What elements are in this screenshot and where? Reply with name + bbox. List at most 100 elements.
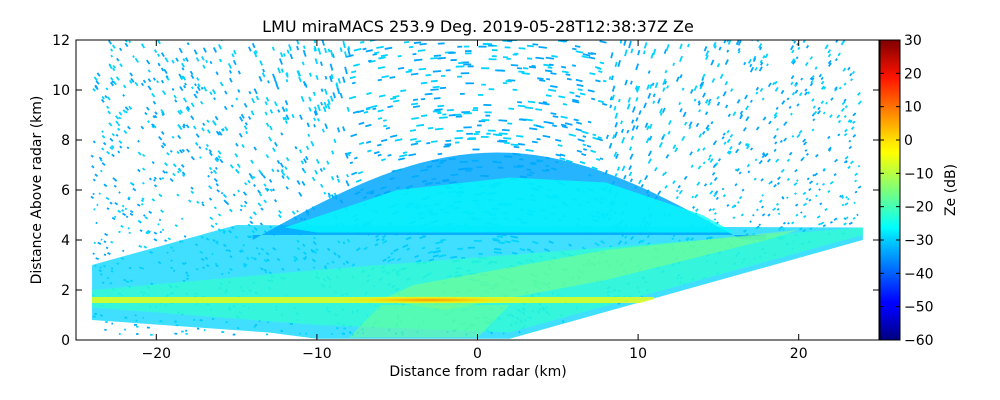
noise-dash <box>410 137 417 141</box>
noise-dash <box>745 116 750 122</box>
noise-dash <box>702 147 706 151</box>
noise-dash <box>572 100 580 104</box>
noise-dash <box>675 189 679 193</box>
noise-dash <box>265 96 270 102</box>
noise-dash <box>566 77 572 81</box>
noise-dash <box>269 188 273 192</box>
noise-dash <box>377 78 383 82</box>
noise-dash <box>738 171 742 175</box>
noise-dash <box>800 158 804 162</box>
noise-dash <box>699 82 703 87</box>
noise-dash <box>330 176 335 181</box>
noise-dash <box>101 134 106 139</box>
noise-dash <box>773 114 778 119</box>
noise-dash <box>399 154 408 158</box>
noise-dash <box>222 193 228 199</box>
noise-dash <box>201 203 205 207</box>
noise-dash <box>110 48 114 52</box>
noise-dash <box>136 203 141 207</box>
noise-dash <box>608 142 613 149</box>
noise-dash <box>654 82 659 89</box>
noise-dash <box>731 204 736 209</box>
noise-dash <box>239 208 243 212</box>
noise-dash <box>702 92 706 98</box>
noise-dash <box>346 173 349 178</box>
noise-dash <box>682 111 687 118</box>
noise-dash <box>111 133 115 137</box>
noise-dash <box>100 238 103 241</box>
noise-dash <box>92 178 96 182</box>
noise-dash <box>124 207 128 211</box>
noise-dash <box>123 130 128 134</box>
noise-dash <box>257 189 262 194</box>
noise-dash <box>432 85 440 89</box>
noise-dash <box>779 139 783 144</box>
noise-dash <box>732 216 736 220</box>
noise-dash <box>631 125 636 131</box>
noise-dash <box>381 75 389 79</box>
noise-dash <box>774 86 779 92</box>
noise-dash <box>111 44 116 49</box>
noise-dash <box>850 126 855 130</box>
noise-dash <box>572 47 577 51</box>
noise-dash <box>190 102 195 108</box>
noise-dash <box>206 129 211 134</box>
noise-dash <box>814 66 818 70</box>
noise-dash <box>640 183 644 188</box>
noise-dash <box>613 131 618 138</box>
noise-dash <box>575 128 582 132</box>
noise-dash <box>247 179 251 184</box>
noise-dash <box>118 191 121 194</box>
noise-dash <box>542 101 548 104</box>
noise-dash <box>754 158 758 162</box>
noise-dash <box>353 48 362 52</box>
colorbar-tick-label: 10 <box>904 100 922 116</box>
noise-dash <box>759 87 764 93</box>
noise-dash <box>852 134 857 138</box>
noise-dash <box>662 78 667 86</box>
noise-dash <box>727 113 731 118</box>
noise-dash <box>727 40 732 45</box>
noise-dash <box>529 127 538 131</box>
noise-dash <box>178 149 184 154</box>
noise-dash <box>595 157 601 162</box>
noise-dash <box>698 109 701 113</box>
noise-dash <box>138 244 143 248</box>
noise-dash <box>314 169 318 175</box>
noise-dash <box>117 150 121 154</box>
noise-dash <box>615 153 619 159</box>
noise-dash <box>306 122 310 128</box>
noise-dash <box>646 84 650 90</box>
noise-dash <box>815 182 819 186</box>
noise-dash <box>804 149 808 152</box>
noise-dash <box>412 98 419 101</box>
noise-dash <box>323 47 328 54</box>
noise-dash <box>202 47 207 53</box>
noise-dash <box>93 208 96 211</box>
noise-dash <box>298 191 303 197</box>
noise-dash <box>377 153 382 157</box>
noise-dash <box>357 170 364 175</box>
noise-dash <box>321 128 325 133</box>
noise-dash <box>118 116 122 120</box>
noise-dash <box>772 207 777 212</box>
noise-dash <box>413 58 423 62</box>
noise-dash <box>153 184 158 188</box>
noise-dash <box>274 101 278 107</box>
noise-dash <box>715 196 719 201</box>
noise-dash <box>526 44 534 48</box>
noise-dash <box>105 105 110 110</box>
noise-dash <box>662 87 666 92</box>
x-tick-label: 20 <box>790 346 808 362</box>
noise-dash <box>151 123 155 128</box>
noise-dash <box>652 100 656 104</box>
noise-dash <box>179 76 183 81</box>
noise-dash <box>100 98 105 103</box>
noise-dash <box>107 252 111 256</box>
noise-dash <box>229 77 233 83</box>
noise-dash <box>844 128 848 133</box>
noise-dash <box>581 130 589 135</box>
noise-dash <box>709 181 713 186</box>
noise-dash <box>326 103 331 110</box>
noise-dash <box>798 92 803 97</box>
